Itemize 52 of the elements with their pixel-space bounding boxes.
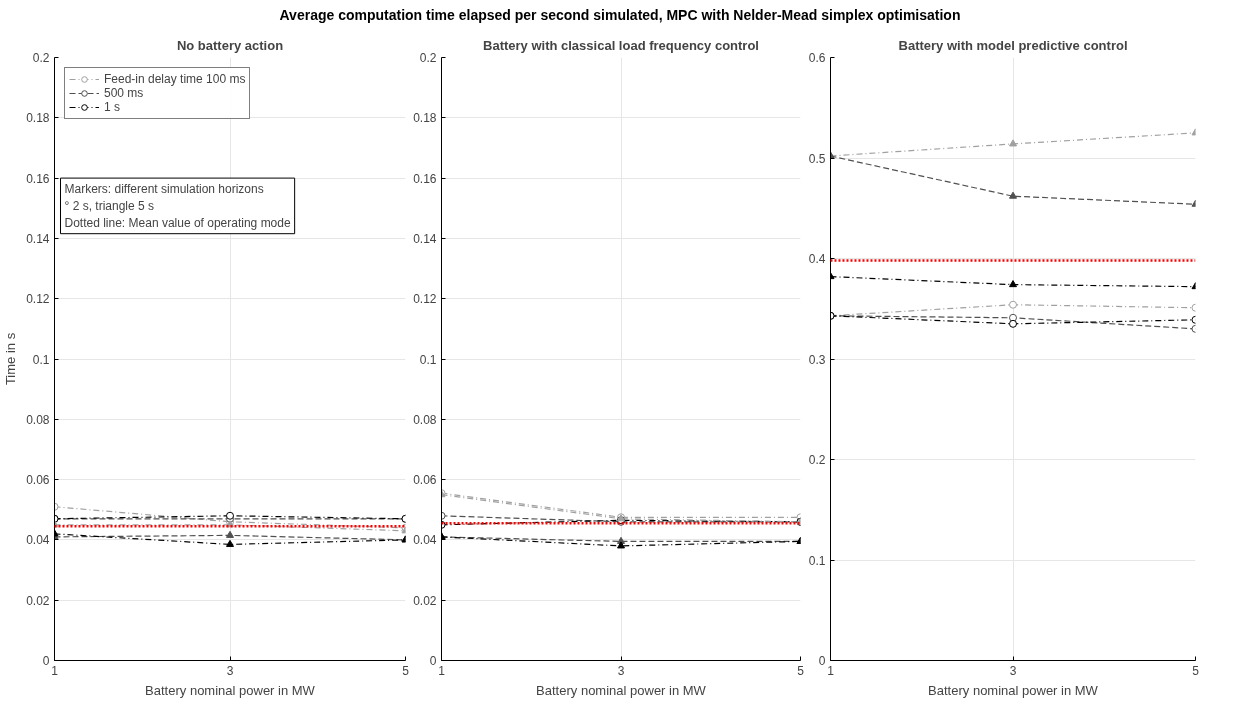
- annotation: ° 2 s, triangle 5 s: [64, 198, 155, 213]
- y-tick-label: 0.02: [26, 593, 50, 608]
- y-tick-label: 0.2: [808, 453, 826, 467]
- y-tick-label: 0.4: [808, 252, 826, 266]
- y-tick-label: 0.02: [413, 593, 437, 608]
- x-tick-label: 5: [402, 663, 410, 678]
- y-tick-label: 0.06: [26, 473, 50, 488]
- y-tick-label: 0.14: [26, 231, 50, 246]
- x-tick-label: 1: [827, 663, 835, 678]
- y-tick-label: 0.06: [413, 473, 437, 488]
- chart-title: Battery with classical load frequency control: [483, 37, 759, 53]
- legend-label: Feed-in delay time 100 ms: [104, 72, 246, 86]
- legend-label: 500 ms: [104, 86, 144, 100]
- x-tick-label: 5: [797, 663, 805, 678]
- y-tick-label: 0.3: [808, 352, 826, 367]
- y-tick-label: 0.04: [26, 533, 50, 548]
- chart-title: No battery action: [176, 37, 284, 53]
- y-tick-label: 0: [818, 654, 826, 668]
- y-axis-title: Time in s: [3, 332, 19, 386]
- chart-title: Battery with model predictive control: [898, 37, 1128, 53]
- y-tick-label: 0.1: [419, 352, 437, 367]
- y-tick-label: 0.1: [808, 553, 826, 568]
- y-tick-label: 0.08: [413, 412, 437, 427]
- y-tick-label: 0.18: [413, 111, 437, 126]
- annotation: Markers: different simulation horizons: [64, 182, 264, 197]
- y-tick-label: 0.18: [26, 111, 50, 126]
- annotation: Dotted line: Mean value of operating mode: [64, 215, 291, 230]
- y-tick-label: 0.2: [32, 51, 50, 65]
- text: Average computation time elapsed per second simulated, MPC with Nelder-Mead simplex optimisation: [279, 6, 961, 25]
- x-tick-label: 3: [226, 663, 234, 678]
- x-tick-label: 3: [1009, 663, 1017, 678]
- y-tick-label: 0: [42, 654, 50, 668]
- y-tick-label: 0.1: [32, 352, 50, 367]
- y-tick-label: 0.08: [26, 412, 50, 427]
- legend-label: 1 s: [104, 100, 121, 114]
- x-tick-label: 3: [617, 663, 625, 678]
- x-tick-label: 1: [438, 663, 446, 678]
- y-tick-label: 0.6: [808, 51, 826, 65]
- y-tick-label: 0.5: [808, 151, 826, 166]
- y-tick-label: 0.14: [413, 231, 437, 246]
- x-axis-title: Battery nominal power in MW: [145, 682, 316, 698]
- y-tick-label: 0.2: [419, 51, 437, 65]
- y-tick-label: 0.16: [26, 171, 50, 186]
- x-tick-label: 5: [1192, 663, 1200, 678]
- x-axis-title: Battery nominal power in MW: [928, 682, 1099, 698]
- y-tick-label: 0.12: [26, 292, 50, 307]
- y-tick-label: 0.04: [413, 533, 437, 548]
- y-tick-label: 0.12: [413, 292, 437, 307]
- x-axis-title: Battery nominal power in MW: [536, 682, 707, 698]
- y-tick-label: 0: [429, 654, 437, 668]
- y-tick-label: 0.16: [413, 171, 437, 186]
- x-tick-label: 1: [51, 663, 59, 678]
